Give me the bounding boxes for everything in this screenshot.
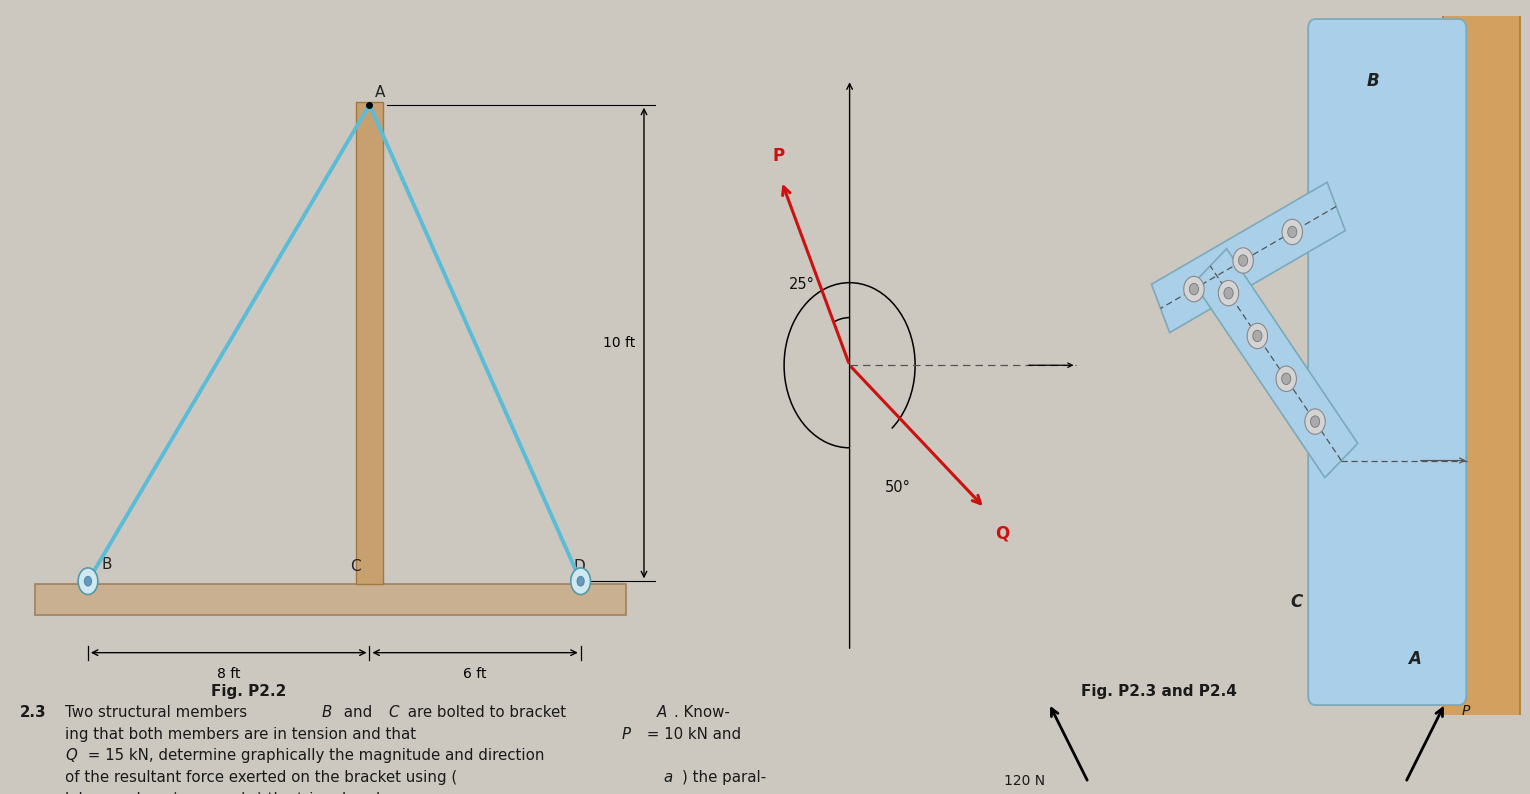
Circle shape <box>1238 255 1247 266</box>
Text: 8 ft: 8 ft <box>217 667 240 681</box>
Text: Fig. P2.2: Fig. P2.2 <box>211 684 286 699</box>
Circle shape <box>1253 330 1262 341</box>
Circle shape <box>1282 373 1291 384</box>
Text: 10 ft: 10 ft <box>603 336 635 350</box>
Circle shape <box>1233 248 1253 273</box>
Polygon shape <box>1193 249 1357 478</box>
Text: 2.3: 2.3 <box>20 705 47 719</box>
Text: P: P <box>621 727 630 742</box>
Text: A: A <box>375 85 386 100</box>
Text: C: C <box>389 705 399 719</box>
Text: Q: Q <box>64 748 76 763</box>
Text: ) the triangle rule.: ) the triangle rule. <box>257 792 395 794</box>
Circle shape <box>1282 219 1302 245</box>
FancyBboxPatch shape <box>1308 19 1466 705</box>
Circle shape <box>84 576 92 586</box>
Text: a: a <box>664 770 673 785</box>
Text: b: b <box>239 792 248 794</box>
Polygon shape <box>1152 183 1345 333</box>
Text: A: A <box>1408 649 1420 668</box>
Text: and: and <box>338 705 376 719</box>
Text: Q: Q <box>994 524 1010 542</box>
Text: ) the paral-: ) the paral- <box>682 770 767 785</box>
Circle shape <box>1247 323 1267 349</box>
Circle shape <box>1184 276 1204 302</box>
Text: 120 N: 120 N <box>1004 774 1045 788</box>
Text: 6 ft: 6 ft <box>464 667 487 681</box>
Text: Fig. P2.3 and P2.4: Fig. P2.3 and P2.4 <box>1082 684 1238 699</box>
FancyBboxPatch shape <box>1443 0 1519 721</box>
Text: D: D <box>574 559 586 574</box>
Text: = 15 kN, determine graphically the magnitude and direction: = 15 kN, determine graphically the magni… <box>83 748 545 763</box>
Text: B: B <box>101 557 112 572</box>
Circle shape <box>1311 416 1320 427</box>
Text: C: C <box>350 559 361 574</box>
Text: . Know-: . Know- <box>673 705 730 719</box>
Circle shape <box>1189 283 1198 295</box>
Text: B: B <box>1366 71 1380 90</box>
Text: are bolted to bracket: are bolted to bracket <box>404 705 571 719</box>
Circle shape <box>1288 226 1297 237</box>
Text: 25°: 25° <box>789 277 814 292</box>
Circle shape <box>1305 409 1325 434</box>
Text: Two structural members: Two structural members <box>64 705 252 719</box>
FancyBboxPatch shape <box>35 584 626 615</box>
Text: B: B <box>321 705 332 719</box>
Text: lelogram law, (: lelogram law, ( <box>64 792 177 794</box>
Circle shape <box>577 576 584 586</box>
Text: 50°: 50° <box>884 480 910 495</box>
Text: A: A <box>656 705 667 719</box>
Text: C: C <box>1290 592 1302 611</box>
Circle shape <box>1224 287 1233 299</box>
Text: P: P <box>1463 703 1470 718</box>
Circle shape <box>1276 366 1296 391</box>
Text: of the resultant force exerted on the bracket using (: of the resultant force exerted on the br… <box>64 770 457 785</box>
Text: ing that both members are in tension and that: ing that both members are in tension and… <box>64 727 421 742</box>
Circle shape <box>78 568 98 595</box>
Text: = 10 kN and: = 10 kN and <box>643 727 741 742</box>
Circle shape <box>571 568 591 595</box>
FancyBboxPatch shape <box>356 102 382 584</box>
Circle shape <box>1218 280 1239 306</box>
Text: P: P <box>773 147 785 165</box>
